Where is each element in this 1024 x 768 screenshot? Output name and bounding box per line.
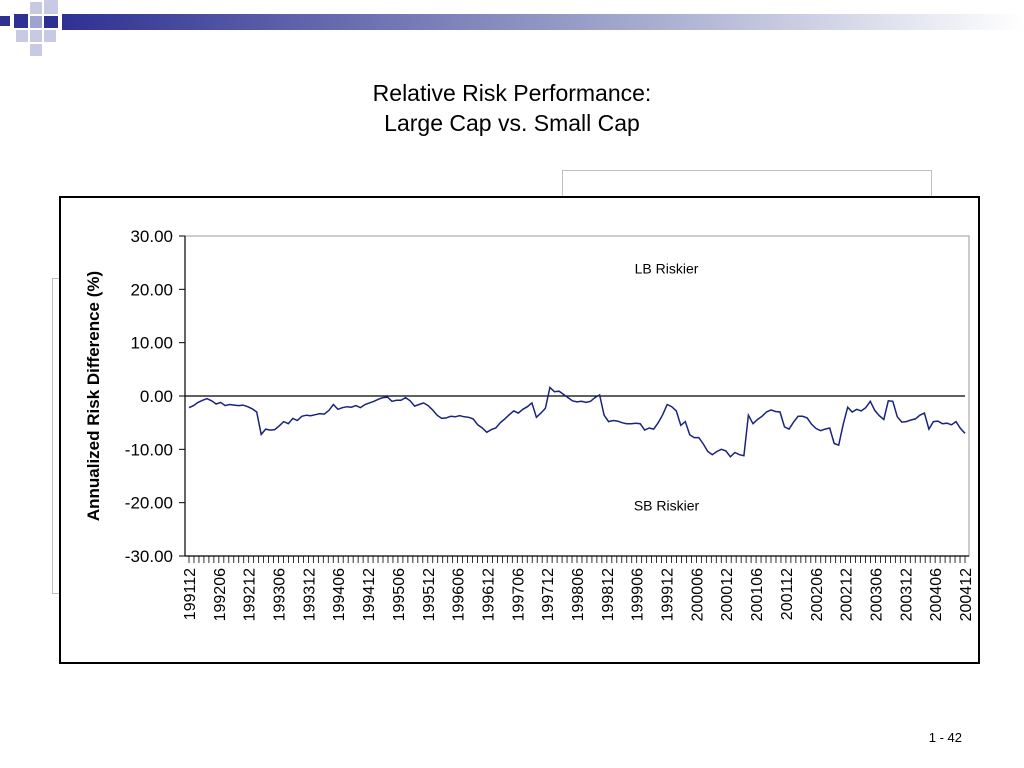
x-tick-label: 200112 xyxy=(779,568,796,620)
y-tick-label: 10.00 xyxy=(130,334,173,353)
slide-title: Relative Risk Performance: Large Cap vs.… xyxy=(212,78,812,138)
page-number: 1 - 42 xyxy=(928,730,962,745)
x-tick-label: 199406 xyxy=(331,568,348,621)
x-tick-label: 199906 xyxy=(630,568,647,621)
y-tick-label: 0.00 xyxy=(140,387,173,406)
annotations: LB Riskier SB Riskier xyxy=(634,260,700,513)
y-tick-label: 30.00 xyxy=(130,227,173,246)
x-tick-label: 200212 xyxy=(839,568,856,621)
x-tick-label: 199112 xyxy=(182,568,199,620)
x-tick-label: 199512 xyxy=(421,568,438,621)
x-tick-label: 200006 xyxy=(689,568,706,621)
series-line xyxy=(188,386,966,458)
x-tick-label: 199812 xyxy=(600,568,617,621)
x-tick-label: 199506 xyxy=(391,568,408,621)
x-tick-label: 199712 xyxy=(540,568,557,621)
x-tick-label: 199912 xyxy=(660,568,677,621)
line-chart: 30.00 20.00 10.00 0.00 -10.00 -20.00 -30.00 19… xyxy=(84,227,975,621)
background-placeholder-edge xyxy=(52,278,63,594)
x-tick-label: 200406 xyxy=(928,568,945,621)
x-tick-label: 199706 xyxy=(510,568,527,621)
x-tick-label: 200106 xyxy=(749,568,766,621)
x-tick-label: 199412 xyxy=(361,568,378,621)
y-tick-label: -10.00 xyxy=(125,440,173,459)
x-tick-label: 199306 xyxy=(272,568,289,621)
x-tick-label: 199312 xyxy=(301,568,318,621)
y-tick-label: -20.00 xyxy=(125,494,173,513)
x-tick-label: 200206 xyxy=(809,568,826,621)
x-tick-label: 200412 xyxy=(958,568,975,621)
x-tick-label: 199206 xyxy=(212,568,229,621)
x-tick-label: 200312 xyxy=(898,568,915,621)
slide-title-line-1: Relative Risk Performance: xyxy=(372,80,652,106)
x-tick-label: 200306 xyxy=(868,568,885,621)
annotation-label: LB Riskier xyxy=(635,260,699,276)
y-tick-label: 20.00 xyxy=(130,280,173,299)
y-tick-label: -30.00 xyxy=(125,547,173,566)
x-tick-label: 200012 xyxy=(719,568,736,621)
slide-banner xyxy=(0,0,1024,56)
y-axis-label: Annualized Risk Difference (%) xyxy=(84,271,103,521)
slide-title-line-2: Large Cap vs. Small Cap xyxy=(384,110,640,136)
x-axis: 199112 199206 199212 199306 199312 199406 1994… xyxy=(182,555,975,621)
annotation-label: SB Riskier xyxy=(634,498,700,514)
x-tick-label: 199212 xyxy=(242,568,259,621)
y-axis: 30.00 20.00 10.00 0.00 -10.00 -20.00 -30.00 xyxy=(125,227,186,566)
x-tick-label: 199806 xyxy=(570,568,587,621)
chart-frame: 30.00 20.00 10.00 0.00 -10.00 -20.00 -30.00 19… xyxy=(59,196,980,664)
x-tick-label: 199606 xyxy=(451,568,468,621)
x-tick-label: 199612 xyxy=(480,568,497,621)
